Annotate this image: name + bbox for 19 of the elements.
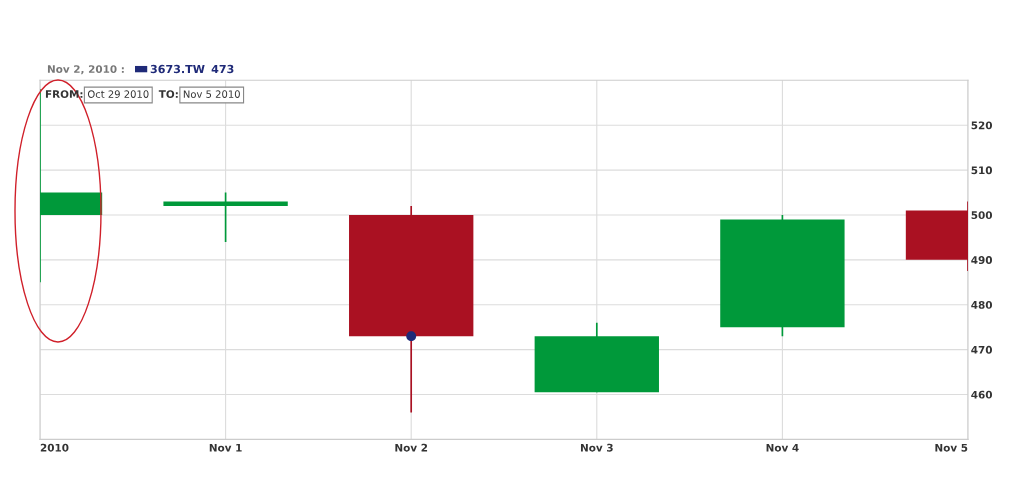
annotation: TO:: [158, 90, 178, 99]
y-tick-label: 520: [971, 121, 993, 130]
y-tick-label: 500: [971, 211, 993, 220]
x-tick-label: 2010: [40, 443, 69, 452]
annotation: Nov 5 2010: [183, 90, 240, 98]
text: 473: [211, 64, 234, 74]
legend-label: 3673.TW: [150, 64, 205, 74]
x-tick-label: Nov 1: [209, 443, 242, 452]
x-tick-label: Nov 3: [580, 443, 613, 452]
x-tick-label: Nov 4: [766, 443, 799, 452]
x-tick-label: Nov 2: [395, 443, 428, 452]
text: Nov 2, 2010 :: [47, 65, 124, 75]
y-tick-label: 470: [971, 345, 993, 354]
annotation: Oct 29 2010: [87, 90, 149, 98]
y-tick-label: 480: [971, 300, 993, 309]
y-tick-label: 460: [971, 390, 993, 399]
x-tick-label: Nov 5: [935, 443, 968, 452]
y-tick-label: 490: [971, 256, 993, 264]
y-tick-label: 510: [971, 166, 993, 175]
